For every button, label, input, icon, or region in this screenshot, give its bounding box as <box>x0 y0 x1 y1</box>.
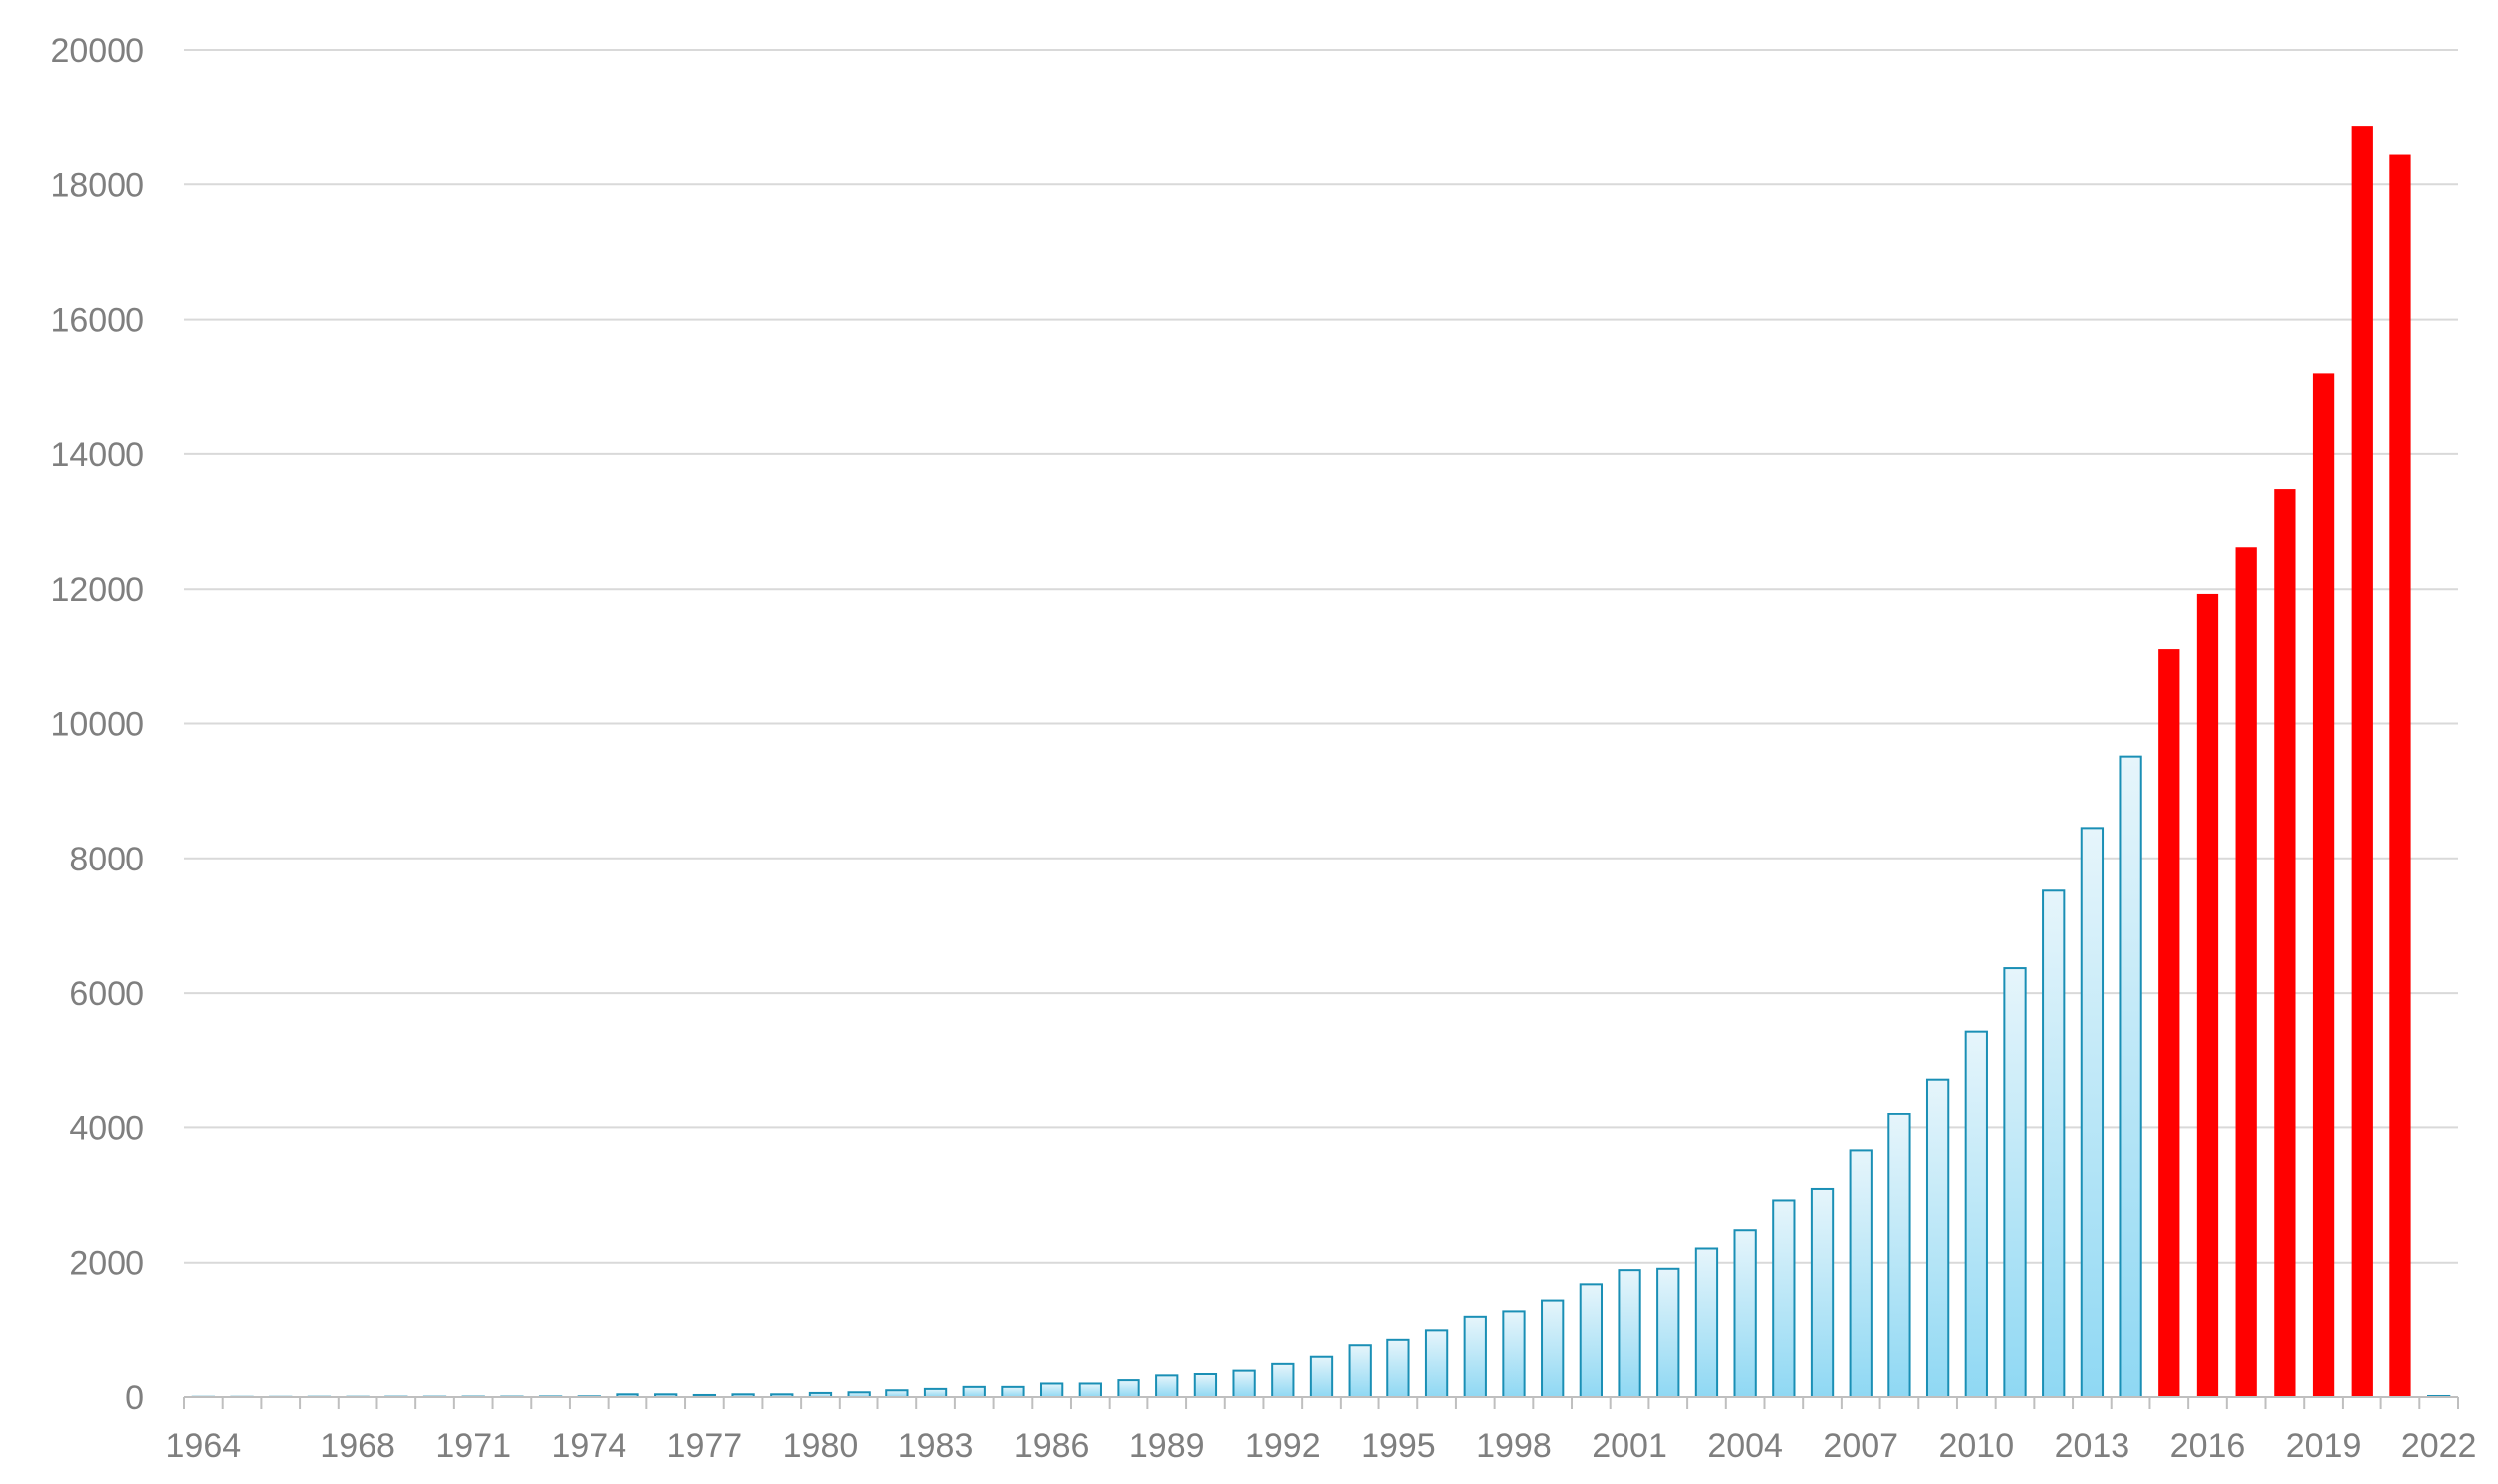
y-tick-label: 4000 <box>69 1110 144 1147</box>
x-tick-label: 1964 <box>166 1427 242 1465</box>
bar-2021 <box>2389 155 2410 1397</box>
bar-2014 <box>2120 757 2140 1397</box>
bar-2012 <box>2043 890 2064 1397</box>
y-tick-label: 10000 <box>50 706 144 744</box>
bar-1986 <box>1041 1383 1062 1397</box>
bar-2001 <box>1619 1270 1639 1397</box>
bar-2016 <box>2197 594 2218 1397</box>
x-tick-label: 1968 <box>320 1427 395 1465</box>
gridlines <box>184 50 2458 1263</box>
x-tick-label: 1980 <box>783 1427 859 1465</box>
bar-2011 <box>2004 968 2025 1397</box>
y-tick-label: 0 <box>125 1379 144 1417</box>
bar-1991 <box>1233 1371 1254 1397</box>
bar-1989 <box>1156 1375 1177 1397</box>
bar-2007 <box>1851 1150 1872 1397</box>
x-tick-label: 1998 <box>1476 1427 1552 1465</box>
bar-2002 <box>1657 1269 1678 1397</box>
x-tick-label: 2007 <box>1823 1427 1898 1465</box>
y-tick-label: 14000 <box>50 436 144 474</box>
bar-2000 <box>1581 1284 1602 1397</box>
x-tick-label: 2013 <box>2055 1427 2130 1465</box>
x-tick-label: 1992 <box>1245 1427 1321 1465</box>
bar-1985 <box>1002 1387 1023 1397</box>
bar-2017 <box>2236 547 2257 1397</box>
y-tick-label: 16000 <box>50 302 144 340</box>
bar-2008 <box>1888 1114 1909 1397</box>
bar-1995 <box>1387 1340 1408 1397</box>
x-tick-label: 2010 <box>1938 1427 2014 1465</box>
bar-1990 <box>1195 1374 1216 1397</box>
bar-2013 <box>2082 828 2103 1397</box>
x-axis-ticks: 1964 1968 1971 1974 1977 1980 1983 1986 1989 1992… <box>166 1427 2477 1465</box>
x-tick-label: 2001 <box>1592 1427 1667 1465</box>
bar-2005 <box>1773 1200 1794 1397</box>
bar-1994 <box>1350 1345 1371 1397</box>
bar-1987 <box>1080 1383 1101 1397</box>
x-tick-label: 1989 <box>1129 1427 1205 1465</box>
y-axis-ticks: 0 2000 4000 6000 8000 10000 12000 14000 16000 180… <box>50 32 144 1417</box>
bar-1983 <box>925 1389 946 1397</box>
bar-1996 <box>1426 1330 1447 1397</box>
x-tick-label: 1995 <box>1361 1427 1436 1465</box>
y-tick-label: 6000 <box>69 975 144 1013</box>
y-tick-label: 8000 <box>69 841 144 878</box>
y-tick-label: 2000 <box>69 1245 144 1283</box>
x-tick-label: 1983 <box>898 1427 974 1465</box>
bar-2003 <box>1696 1248 1717 1397</box>
x-tick-label: 1977 <box>667 1427 743 1465</box>
bar-2015 <box>2158 649 2179 1397</box>
bar-1988 <box>1118 1380 1138 1397</box>
x-tick-label: 2004 <box>1707 1427 1783 1465</box>
x-tick-label: 2022 <box>2401 1427 2477 1465</box>
x-tick-label: 1986 <box>1014 1427 1090 1465</box>
bar-1993 <box>1311 1357 1332 1397</box>
bar-2004 <box>1735 1230 1756 1397</box>
bars <box>193 126 2450 1397</box>
bar-1997 <box>1465 1317 1486 1397</box>
bar-2010 <box>1966 1032 1987 1397</box>
y-tick-label: 20000 <box>50 32 144 70</box>
bar-2020 <box>2352 126 2373 1397</box>
bar-1998 <box>1503 1311 1524 1397</box>
x-axis <box>184 1397 2458 1409</box>
y-tick-label: 18000 <box>50 166 144 204</box>
x-tick-label: 1971 <box>435 1427 511 1465</box>
x-tick-label: 2019 <box>2286 1427 2362 1465</box>
bar-2009 <box>1927 1080 1948 1397</box>
bar-2006 <box>1812 1189 1833 1397</box>
bar-1984 <box>964 1387 985 1397</box>
bar-1992 <box>1272 1364 1293 1397</box>
x-tick-label: 1974 <box>551 1427 626 1465</box>
bar-1982 <box>886 1390 907 1397</box>
bar-1999 <box>1542 1301 1563 1397</box>
x-tick-label: 2016 <box>2170 1427 2246 1465</box>
y-tick-label: 12000 <box>50 571 144 609</box>
bar-2018 <box>2274 489 2295 1397</box>
bar-2019 <box>2313 373 2334 1397</box>
